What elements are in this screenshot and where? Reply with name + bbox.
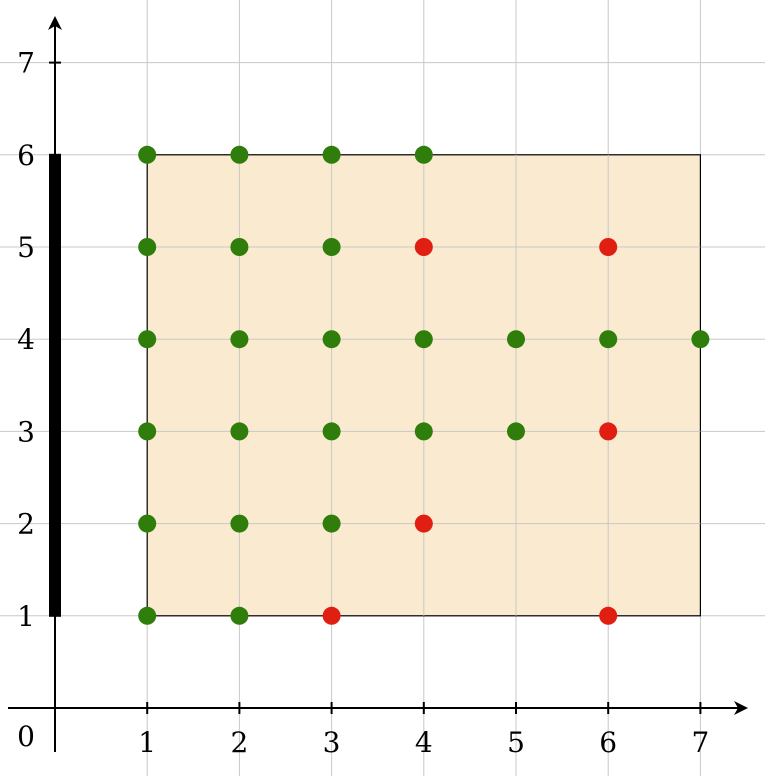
point-green bbox=[230, 514, 249, 533]
point-green bbox=[322, 330, 341, 349]
y-tick-label: 1 bbox=[17, 600, 35, 633]
point-green bbox=[322, 238, 341, 256]
point-red bbox=[599, 422, 618, 441]
axes bbox=[8, 16, 748, 752]
point-green bbox=[599, 330, 618, 349]
data-points bbox=[138, 145, 710, 625]
x-tick-label: 2 bbox=[230, 726, 248, 759]
point-red bbox=[414, 238, 433, 256]
point-green bbox=[414, 145, 433, 164]
point-green bbox=[230, 238, 249, 256]
x-tick-label: 5 bbox=[507, 726, 525, 759]
y-tick-label: 2 bbox=[17, 508, 35, 541]
point-green bbox=[230, 145, 249, 164]
point-green bbox=[414, 330, 433, 349]
y-axis-arrow-icon bbox=[48, 16, 62, 30]
point-green bbox=[322, 145, 341, 164]
point-green bbox=[138, 422, 157, 441]
point-green bbox=[507, 422, 525, 441]
point-red bbox=[322, 606, 341, 625]
point-green bbox=[322, 514, 341, 533]
y-tick-label: 5 bbox=[17, 231, 35, 264]
point-green bbox=[322, 422, 341, 441]
point-green bbox=[138, 514, 157, 533]
origin-label: 0 bbox=[17, 720, 35, 753]
point-green bbox=[230, 330, 249, 349]
point-green bbox=[138, 330, 157, 349]
y-tick-label: 7 bbox=[17, 47, 35, 80]
point-green bbox=[230, 606, 249, 625]
y-tick-labels: 1 2 3 4 5 6 7 bbox=[17, 47, 35, 633]
point-green bbox=[138, 238, 157, 256]
point-green bbox=[230, 422, 249, 441]
y-tick-label: 4 bbox=[17, 323, 35, 356]
point-green bbox=[414, 422, 433, 441]
x-tick-label: 6 bbox=[599, 726, 617, 759]
y-tick-label: 6 bbox=[17, 139, 35, 172]
x-tick-label: 4 bbox=[415, 726, 433, 759]
point-green bbox=[507, 330, 525, 349]
point-green bbox=[138, 145, 157, 164]
x-tick-label: 7 bbox=[691, 726, 709, 759]
point-green bbox=[138, 606, 157, 625]
x-axis-arrow-icon bbox=[734, 701, 748, 715]
x-tick-labels: 1 2 3 4 5 6 7 bbox=[138, 726, 709, 759]
point-red bbox=[599, 606, 618, 625]
y-tick-marks bbox=[49, 61, 61, 617]
point-green bbox=[691, 330, 710, 349]
x-tick-marks bbox=[146, 702, 702, 714]
point-red bbox=[414, 514, 433, 533]
point-red bbox=[599, 238, 618, 256]
x-tick-label: 3 bbox=[323, 726, 341, 759]
y-tick-label: 3 bbox=[17, 415, 35, 448]
x-tick-label: 1 bbox=[138, 726, 156, 759]
